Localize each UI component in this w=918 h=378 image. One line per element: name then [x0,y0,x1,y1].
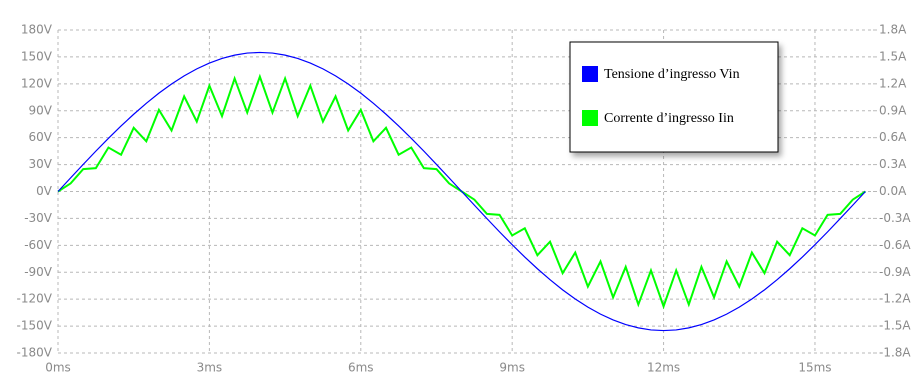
x-tick-label: 6ms [348,361,374,375]
y-tick-label: 180V [21,23,53,37]
y2-tick-label: -0.9A [879,265,911,279]
y2-tick-label: -1.5A [879,319,911,333]
y2-tick-label: 0.3A [879,157,907,171]
legend-label: Corrente d’ingresso Iin [604,111,734,126]
y-tick-label: 150V [21,49,53,63]
legend-swatch [582,110,598,126]
y-tick-label: -90V [24,265,53,279]
series-line [57,51,866,332]
y2-tick-label: 0.9A [879,103,907,117]
grid: 180V 150V 120V 90V 60V 30V 0V -30V -60V -90V -120V… [17,23,912,375]
y-tick-label: -60V [24,238,53,252]
y2-tick-label: -0.6A [879,238,911,252]
y-tick-label: -120V [17,292,53,306]
legend-label: Tensione d’ingresso Vin [604,67,740,82]
y-tick-label: 60V [29,130,53,144]
legend: Tensione d’ingresso Vin Corrente d’ingres… [569,41,779,153]
y2-tick-label: 1.8A [879,23,907,37]
y-tick-label: -180V [17,346,53,360]
y-tick-label: 0V [36,184,53,198]
x-tick-label: 15ms [798,361,831,375]
y2-tick-label: -0.3A [879,211,911,225]
x-tick-label: 12ms [647,361,680,375]
legend-swatch [582,66,598,82]
x-tick-label: 3ms [197,361,223,375]
y2-tick-label: 0.6A [879,130,907,144]
legend-box [569,41,779,153]
y-tick-label: -150V [17,319,53,333]
y-tick-label: 30V [29,157,53,171]
y2-tick-label: 0.0A [879,184,907,198]
y2-tick-label: 1.5A [879,49,907,63]
y-tick-label: -30V [24,211,53,225]
x-tick-label: 9ms [499,361,525,375]
y-tick-label: 90V [29,103,53,117]
y2-tick-label: 1.2A [879,76,907,90]
y2-tick-label: -1.2A [879,292,911,306]
y-tick-label: 120V [21,76,53,90]
x-tick-label: 0ms [45,361,71,375]
plot-lines [57,51,866,332]
y2-tick-label: -1.8A [879,346,911,360]
